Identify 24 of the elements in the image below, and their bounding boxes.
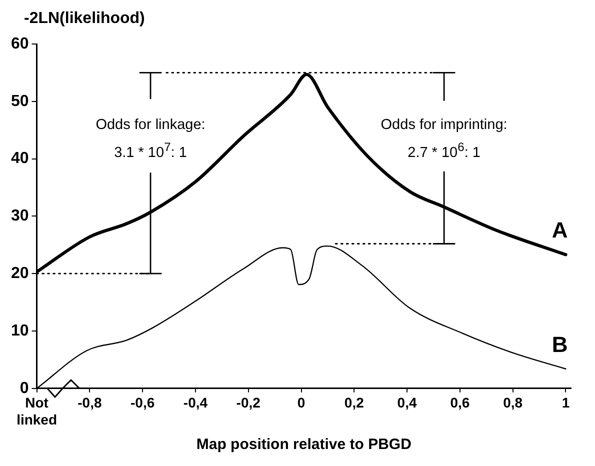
x-tick-label: -0,4 bbox=[183, 394, 208, 411]
y-tick-label: 50 bbox=[11, 92, 29, 110]
y-tick-label: 0 bbox=[20, 380, 29, 397]
y-tick-label: 10 bbox=[11, 322, 29, 340]
x-tick-label: -0,2 bbox=[236, 394, 261, 411]
annotation: Odds for linkage: 3.1 * 10$^{7}$: 1 bbox=[94, 116, 206, 163]
series-label: A bbox=[552, 218, 568, 243]
series-label: B bbox=[552, 332, 568, 357]
x-tick-label: Not linked bbox=[16, 394, 58, 428]
x-tick-label: 0,2 bbox=[344, 394, 364, 411]
x-tick-label: 0,4 bbox=[397, 394, 417, 411]
x-tick-label: 1 bbox=[562, 394, 570, 411]
y-tick-label: 30 bbox=[11, 208, 29, 225]
y-tick-label: 60 bbox=[11, 35, 29, 52]
x-axis-title: Map position relative to PBGD bbox=[196, 436, 412, 454]
x-tick-label: 0,6 bbox=[450, 394, 470, 411]
x-tick-label: 0 bbox=[297, 394, 306, 411]
y-tick-label: 40 bbox=[11, 150, 29, 168]
x-tick-label: 0,8 bbox=[503, 394, 523, 411]
y-tick-label: 20 bbox=[11, 265, 29, 282]
x-tick-label: -0,6 bbox=[130, 394, 155, 411]
annotation: Odds for imprinting: 2.7 * 10$^{6}$: 1 bbox=[380, 116, 508, 163]
y-axis-title: -2LN(likelihood) bbox=[24, 10, 145, 28]
x-tick-label: -0,8 bbox=[78, 394, 102, 411]
